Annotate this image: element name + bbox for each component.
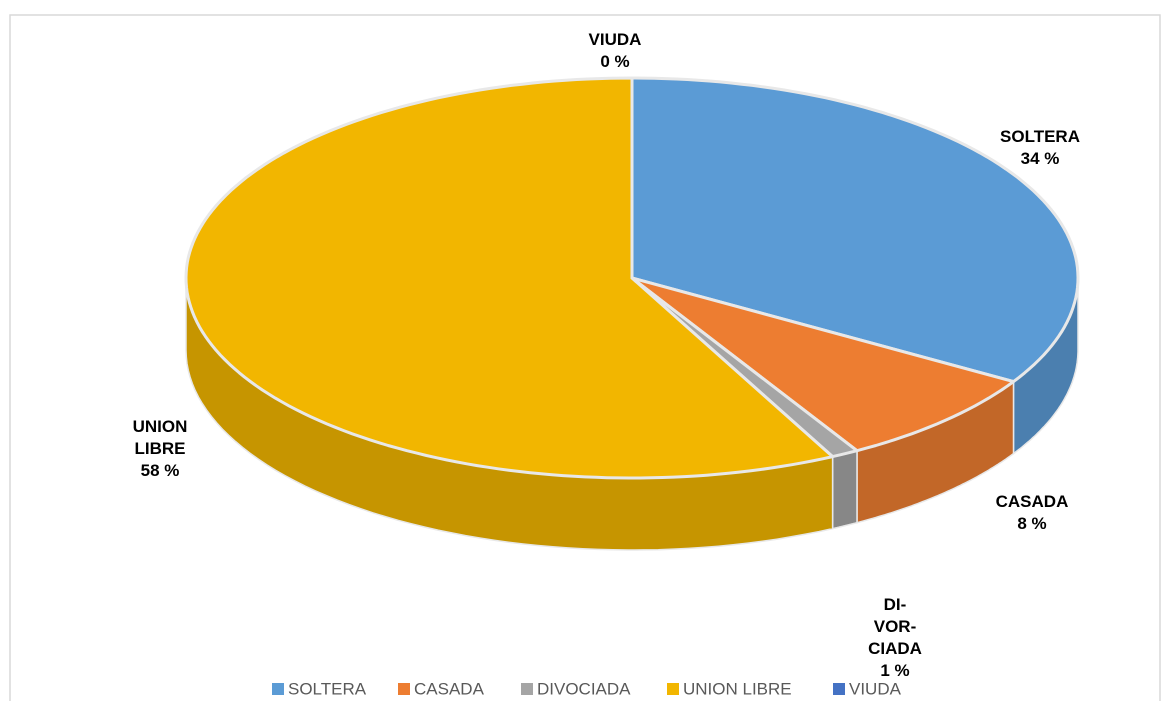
legend-swatch: [272, 683, 284, 695]
data-label-value: 8 %: [1017, 514, 1046, 533]
data-label-value: 1 %: [880, 661, 909, 680]
data-label-name: CIADA: [868, 639, 922, 658]
legend-label: VIUDA: [849, 679, 902, 698]
chart-frame: [9, 14, 1161, 701]
data-label-value: 0 %: [600, 52, 629, 71]
data-label-name: LIBRE: [135, 439, 186, 458]
data-label-name: VIUDA: [589, 30, 642, 49]
slice-side: [831, 449, 858, 530]
legend-label: DIVOCIADA: [537, 679, 631, 698]
legend-label: SOLTERA: [288, 679, 367, 698]
legend-label: CASADA: [414, 679, 485, 698]
data-label-name: VOR-: [874, 617, 917, 636]
legend-label: UNION LIBRE: [683, 679, 792, 698]
slice: [184, 76, 835, 480]
data-label-name: CASADA: [996, 492, 1069, 511]
slice: [630, 276, 1015, 453]
data-label-value: 58 %: [141, 461, 180, 480]
slice: [630, 76, 1080, 384]
data-label-name: DI-: [884, 595, 907, 614]
legend-swatch: [398, 683, 410, 695]
data-label-name: UNION: [133, 417, 188, 436]
data-label-value: 34 %: [1021, 149, 1060, 168]
legend-swatch: [667, 683, 679, 695]
data-label-name: SOLTERA: [1000, 127, 1080, 146]
legend-swatch: [833, 683, 845, 695]
legend-swatch: [521, 683, 533, 695]
